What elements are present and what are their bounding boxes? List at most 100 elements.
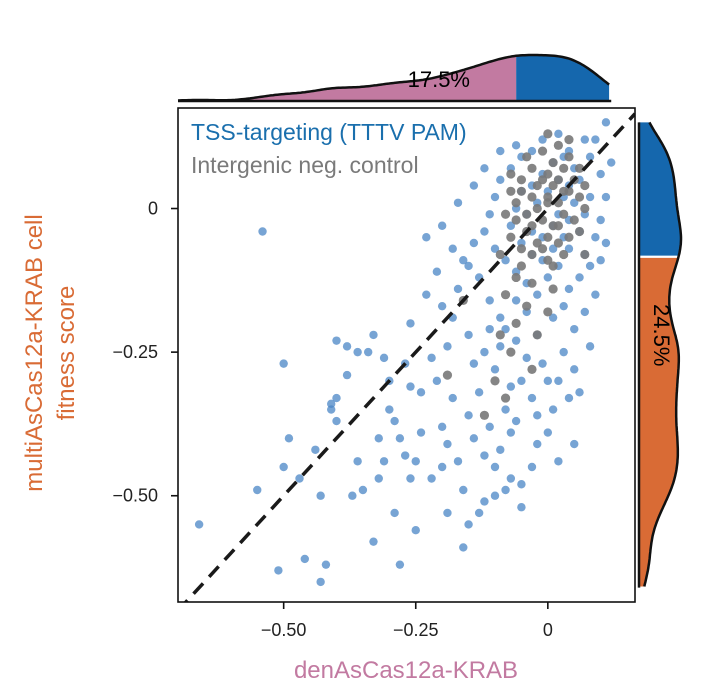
- y-axis-ticks: 0 −0.25 −0.50: [112, 199, 178, 506]
- negative-control-point: [522, 209, 532, 219]
- legend-negative-control-label: Intergenic neg. control: [191, 152, 419, 178]
- tss-point: [490, 244, 500, 253]
- negative-control-point: [537, 146, 548, 156]
- tss-point: [437, 221, 447, 230]
- negative-control-point: [511, 318, 521, 329]
- tss-point: [369, 330, 378, 340]
- negative-control-point: [442, 370, 453, 380]
- tss-point: [332, 393, 341, 403]
- y-axis-label-line-2: fitness score: [53, 286, 80, 421]
- tss-point: [591, 290, 600, 299]
- tss-point: [448, 393, 457, 403]
- tss-point: [353, 347, 362, 357]
- tss-point: [575, 388, 584, 397]
- tss-point: [284, 434, 294, 443]
- tss-point: [548, 405, 558, 414]
- tss-point: [575, 273, 584, 282]
- tss-point: [490, 365, 500, 374]
- tss-point: [554, 457, 563, 466]
- tss-point: [559, 347, 568, 357]
- tss-point: [522, 353, 531, 363]
- negative-control-point: [506, 186, 516, 196]
- tss-point: [480, 451, 489, 460]
- tss-point: [506, 474, 516, 483]
- tss-point: [374, 434, 383, 443]
- tss-point: [390, 416, 399, 426]
- x-tick-label: −0.25: [393, 620, 439, 640]
- tss-point: [548, 313, 558, 322]
- tss-point: [601, 192, 611, 202]
- x-tick-label: 0: [543, 620, 553, 640]
- y-axis-label-line-1: multiAsCas12a-KRAB cell: [21, 214, 48, 491]
- tss-point: [295, 474, 304, 483]
- tss-point: [448, 244, 457, 253]
- tss-point: [591, 135, 600, 144]
- negative-control-point: [532, 330, 542, 340]
- right-density-highlight-fill: [639, 257, 679, 587]
- tss-point: [480, 497, 489, 506]
- tss-point: [258, 227, 267, 236]
- tss-point: [559, 301, 568, 311]
- tss-point: [501, 485, 510, 495]
- tss-point: [517, 503, 526, 512]
- tss-point: [311, 445, 320, 454]
- tss-point: [533, 411, 542, 420]
- tss-point: [490, 192, 500, 202]
- top-density-outline: [177, 53, 612, 103]
- negative-control-points: [442, 129, 590, 420]
- tss-point: [379, 353, 389, 363]
- tss-point: [585, 261, 595, 271]
- tss-point: [469, 238, 479, 248]
- tss-point: [411, 457, 420, 466]
- negative-control-point: [548, 284, 558, 294]
- negative-control-point: [543, 232, 553, 242]
- tss-point: [533, 290, 542, 299]
- tss-point: [601, 118, 611, 127]
- tss-point: [485, 210, 494, 219]
- tss-point: [443, 439, 452, 449]
- tss-point: [474, 508, 484, 518]
- tss-point: [511, 141, 521, 150]
- tss-point: [474, 388, 484, 397]
- negative-control-point: [500, 290, 511, 300]
- tss-point: [496, 342, 505, 351]
- legend-tss-label: TSS-targeting (TTTV PAM): [191, 119, 467, 145]
- negative-control-point: [500, 209, 511, 219]
- tss-point: [453, 284, 463, 294]
- tss-point: [543, 428, 553, 437]
- tss-point: [363, 347, 373, 357]
- tss-point: [464, 330, 473, 340]
- tss-point: [353, 457, 362, 466]
- tss-point: [496, 313, 505, 322]
- negative-control-point: [564, 232, 574, 242]
- negative-control-point: [580, 180, 590, 191]
- tss-point: [274, 566, 283, 575]
- negative-control-point: [553, 140, 563, 150]
- tss-point: [517, 376, 526, 386]
- tss-point: [585, 192, 595, 202]
- tss-point: [538, 135, 547, 144]
- tss-point: [327, 405, 336, 414]
- tss-point: [432, 376, 442, 386]
- negative-control-point: [527, 192, 537, 202]
- tss-point: [548, 244, 558, 253]
- tss-point: [490, 491, 500, 500]
- negative-control-point: [580, 249, 590, 260]
- tss-point: [580, 307, 590, 317]
- negative-control-point: [516, 261, 527, 271]
- tss-point: [443, 508, 452, 518]
- negative-control-point: [548, 261, 558, 271]
- tss-point: [596, 256, 605, 265]
- tss-point: [342, 342, 352, 351]
- tss-point: [580, 135, 590, 144]
- negative-control-point: [516, 175, 527, 185]
- tss-point: [570, 365, 579, 374]
- tss-point: [596, 215, 605, 225]
- tss-point: [485, 324, 494, 334]
- tss-point: [416, 388, 426, 397]
- tss-point: [570, 439, 579, 449]
- tss-point: [506, 382, 516, 391]
- tss-point: [570, 198, 579, 207]
- tss-point: [527, 146, 537, 156]
